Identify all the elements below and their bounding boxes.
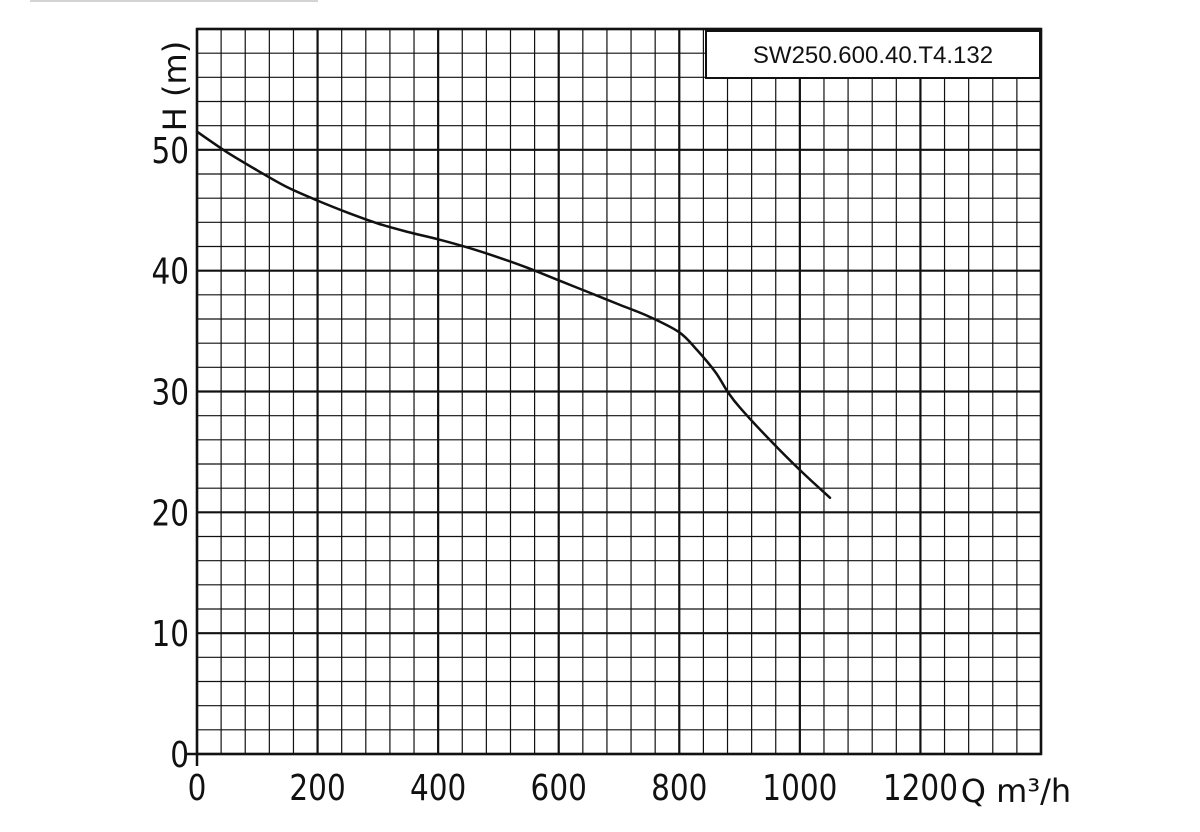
x-tick-label: 1000 (762, 766, 837, 809)
plot-border (195, 27, 1043, 756)
curve-layer (195, 130, 832, 500)
x-tick-label: 1200 (883, 766, 958, 809)
x-tick-label: 800 (651, 766, 707, 809)
y-tick-label: 50 (151, 129, 189, 172)
x-tick-label: 0 (188, 766, 207, 809)
x-tick-label: 200 (289, 766, 345, 809)
y-axis-title: H (m) (156, 41, 194, 131)
x-tick-label: 400 (410, 766, 466, 809)
legend: SW250.600.40.T4.132 (705, 30, 1041, 79)
legend-label: SW250.600.40.T4.132 (753, 42, 993, 69)
legend-box (705, 30, 1041, 79)
tick-labels: 0 200 400 600 800 1000 1200 0 10 20 30 40 50 (151, 129, 958, 809)
y-tick-label: 20 (151, 491, 189, 534)
y-tick-label: 40 (151, 250, 189, 293)
top-rule (30, 0, 318, 2)
y-tick-label: 10 (151, 612, 189, 655)
series-line-0 (195, 130, 832, 500)
y-tick-label: 30 (151, 371, 189, 414)
x-axis-title: Q m³/h (961, 772, 1071, 810)
grid-lines (195, 27, 1043, 756)
x-tick-label: 600 (531, 766, 587, 809)
y-tick-label: 0 (170, 733, 189, 776)
plot-frame (185, 27, 1043, 766)
